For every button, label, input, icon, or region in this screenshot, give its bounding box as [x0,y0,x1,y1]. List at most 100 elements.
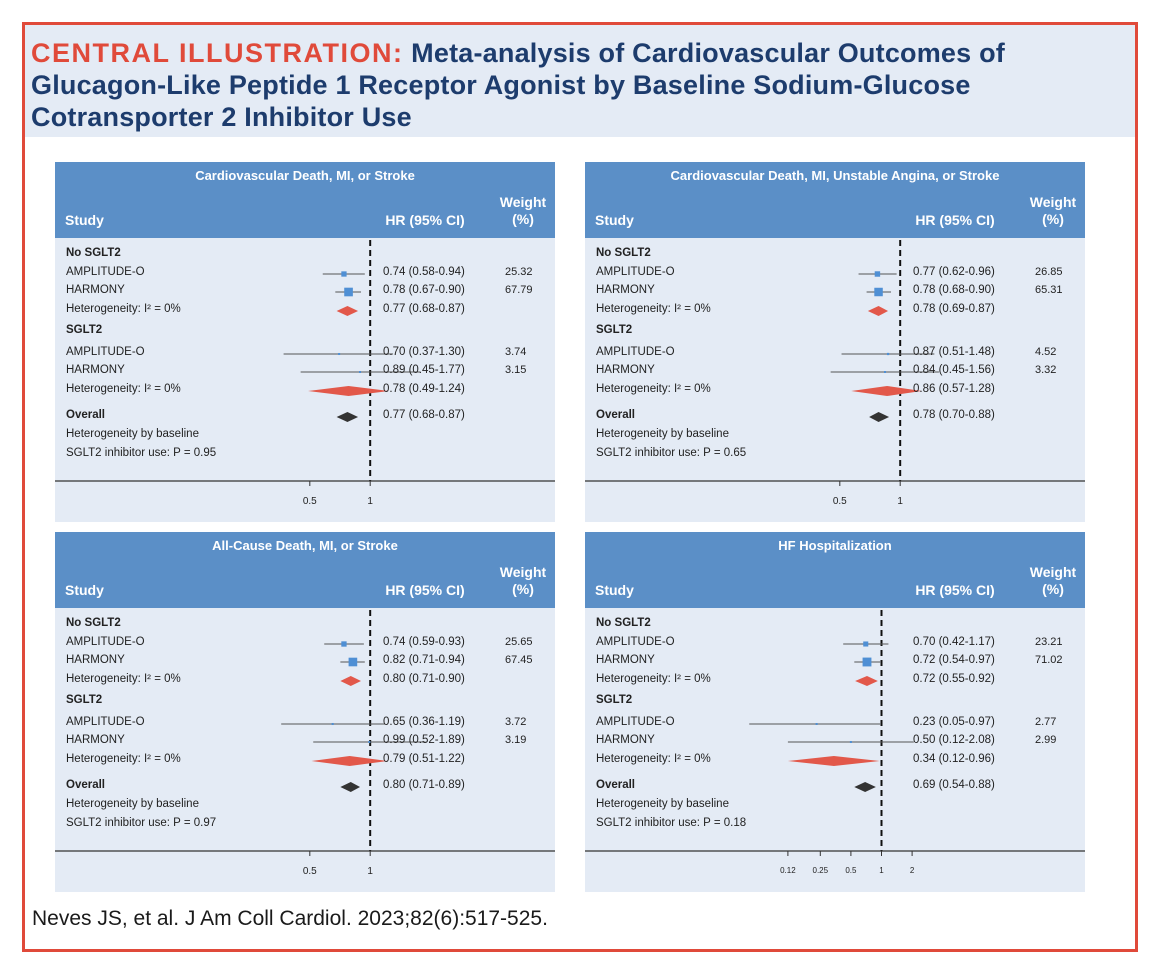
study-estimate-marker [338,352,341,356]
column-header-hr: HR (95% CI) [385,212,465,228]
pooled-diamond [867,306,889,316]
row-label-note: SGLT2 inhibitor use: P = 0.97 [66,817,217,829]
x-tick-label: 1 [879,866,884,875]
hr-ci-text: 0.34 (0.12-0.96) [913,753,995,765]
weight-value: 3.19 [505,734,527,746]
weight-value: 3.72 [505,716,527,728]
row-label-study: AMPLITUDE-O [66,266,145,278]
study-estimate-marker [863,641,869,647]
weight-value: 26.85 [1035,266,1063,278]
overall-diamond [854,782,876,792]
hr-ci-text: 0.77 (0.62-0.96) [913,266,995,278]
column-header-hr: HR (95% CI) [385,582,465,598]
row-label-note: Heterogeneity by baseline [596,798,729,810]
weight-value: 71.02 [1035,654,1063,666]
hr-ci-text: 0.78 (0.68-0.90) [913,284,995,296]
pooled-diamond [340,676,362,686]
panel-title: Cardiovascular Death, MI, Unstable Angin… [670,168,1000,183]
row-label-pooled: Heterogeneity: I² = 0% [66,383,181,395]
hr-ci-text: 0.72 (0.55-0.92) [913,673,995,685]
forest-panel-all-cause-death-mi-stroke: All-Cause Death, MI, or Stroke Study HR (9… [55,532,555,892]
x-tick-label: 0.5 [845,866,857,875]
row-label-study: HARMONY [66,284,125,296]
row-label-pooled: Heterogeneity: I² = 0% [66,753,181,765]
column-header-study: Study [595,582,634,598]
panel-title: HF Hospitalization [778,538,892,553]
row-label-study: HARMONY [66,734,125,746]
panel-title: Cardiovascular Death, MI, or Stroke [195,168,415,183]
study-estimate-marker [815,723,818,725]
row-label-study: HARMONY [596,364,655,376]
hr-ci-text: 0.65 (0.36-1.19) [383,716,465,728]
hr-ci-text: 0.23 (0.05-0.97) [913,716,995,728]
weight-value: 25.65 [505,636,533,648]
hr-ci-text: 0.79 (0.51-1.22) [383,753,465,765]
row-label-pooled: Heterogeneity: I² = 0% [596,383,711,395]
hr-ci-text: 0.70 (0.37-1.30) [383,346,465,358]
hr-ci-text: 0.78 (0.67-0.90) [383,284,465,296]
hr-ci-text: 0.50 (0.12-2.08) [913,734,995,746]
x-tick-label: 0.5 [832,496,847,507]
row-label-study: AMPLITUDE-O [596,716,675,728]
column-header-weight: Weight (%) [499,194,547,227]
column-header-hr: HR (95% CI) [915,582,995,598]
weight-value: 4.52 [1035,346,1057,358]
row-label-overall: Overall [596,409,635,421]
row-label-note: SGLT2 inhibitor use: P = 0.95 [66,447,217,459]
study-estimate-marker [849,741,852,743]
pooled-diamond [308,386,389,396]
citation: Neves JS, et al. J Am Coll Cardiol. 2023… [32,907,548,930]
row-label-group: No SGLT2 [596,247,651,259]
panel-header: Cardiovascular Death, MI, or Stroke Study… [55,162,555,238]
hr-ci-text: 0.87 (0.51-1.48) [913,346,995,358]
forest-plot [55,610,555,856]
row-label-pooled: Heterogeneity: I² = 0% [596,673,711,685]
study-estimate-marker [344,287,353,297]
hr-ci-text: 0.78 (0.69-0.87) [913,303,995,315]
pooled-diamond [855,676,878,686]
hr-ci-text: 0.74 (0.58-0.94) [383,266,465,278]
weight-value: 3.15 [505,364,527,376]
study-estimate-marker [874,287,883,297]
row-label-note: Heterogeneity by baseline [596,428,729,440]
hr-ci-text: 0.70 (0.42-1.17) [913,636,995,648]
column-header-study: Study [595,212,634,228]
x-tick-label: 1 [367,496,373,507]
central-illustration-label: CENTRAL ILLUSTRATION: [31,38,404,68]
weight-value: 2.77 [1035,716,1057,728]
x-tick-label: 2 [909,866,915,875]
hr-ci-text: 0.89 (0.45-1.77) [383,364,465,376]
column-header-weight: Weight (%) [1029,564,1077,597]
row-label-study: AMPLITUDE-O [596,636,675,648]
overall-diamond [340,782,361,792]
hr-ci-text: 0.80 (0.71-0.89) [383,779,465,791]
study-estimate-marker [331,722,334,726]
hr-ci-text: 0.78 (0.70-0.88) [913,409,995,421]
hr-ci-text: 0.86 (0.57-1.28) [913,383,995,395]
row-label-study: HARMONY [66,364,125,376]
row-label-study: HARMONY [596,734,655,746]
x-tick-label: 1 [897,496,903,507]
row-label-study: AMPLITUDE-O [66,636,145,648]
x-tick-label: 1 [367,866,373,877]
study-estimate-marker [341,271,347,277]
row-label-study: HARMONY [66,654,125,666]
x-tick-label: 0.5 [302,866,317,877]
column-header-weight: Weight (%) [499,564,547,597]
forest-plot [55,240,555,486]
row-label-overall: Overall [66,779,105,791]
x-tick-label: 0.5 [302,496,317,507]
row-label-group: No SGLT2 [596,617,651,629]
weight-value: 2.99 [1035,734,1057,746]
row-label-pooled: Heterogeneity: I² = 0% [66,303,181,315]
row-label-group: SGLT2 [66,324,103,336]
column-header-study: Study [65,582,104,598]
panel-title: All-Cause Death, MI, or Stroke [212,538,398,553]
row-label-group: SGLT2 [596,694,633,706]
study-estimate-marker [348,657,358,667]
hr-ci-text: 0.99 (0.52-1.89) [383,734,465,746]
hr-ci-text: 0.69 (0.54-0.88) [913,779,995,791]
hr-ci-text: 0.72 (0.54-0.97) [913,654,995,666]
pooled-diamond [336,306,359,316]
row-label-group: No SGLT2 [66,247,121,259]
